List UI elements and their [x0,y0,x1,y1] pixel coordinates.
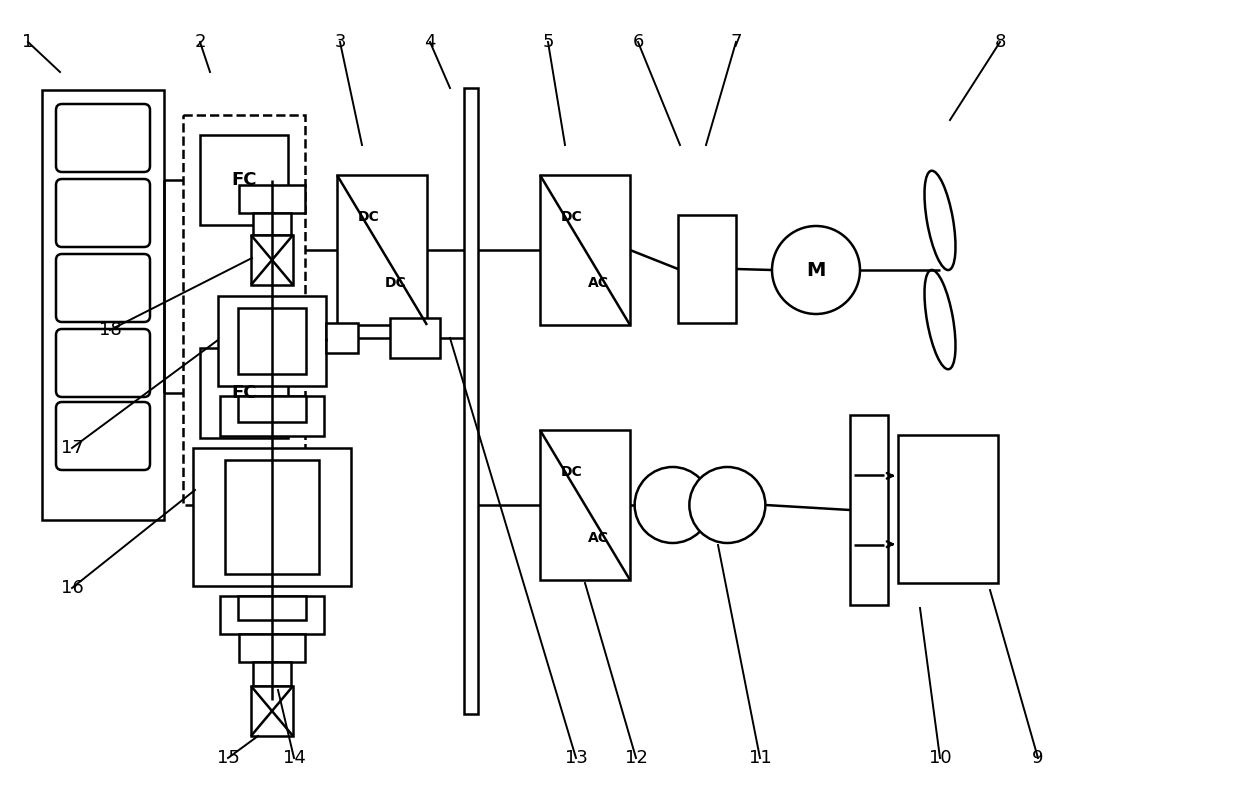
Bar [678,215,737,323]
Bar [239,185,305,213]
Text: 11: 11 [749,749,771,767]
Text: 12: 12 [625,749,647,767]
Text: 1: 1 [22,33,33,51]
Bar [539,175,630,325]
Text: 5: 5 [542,33,554,51]
Bar [250,235,293,285]
FancyBboxPatch shape [56,104,150,172]
Bar [253,662,291,686]
Circle shape [635,467,711,543]
Circle shape [773,226,861,314]
Bar [42,90,164,520]
Bar [193,448,351,586]
FancyBboxPatch shape [56,179,150,247]
Text: 6: 6 [632,33,644,51]
Text: FC: FC [231,384,257,402]
Text: AC: AC [588,276,609,290]
Bar [238,596,306,620]
Ellipse shape [925,171,956,270]
FancyBboxPatch shape [56,329,150,397]
Text: 14: 14 [283,749,305,767]
Bar [219,596,324,634]
Bar [464,88,477,714]
Text: 2: 2 [195,33,206,51]
Text: 9: 9 [1032,749,1044,767]
Bar [253,213,291,235]
Text: 18: 18 [99,321,122,339]
Bar [200,135,288,225]
Circle shape [689,467,765,543]
Text: DC: DC [560,465,583,479]
Bar [224,460,319,574]
Text: 8: 8 [994,33,1006,51]
Text: DC: DC [357,210,379,224]
Bar [337,175,427,325]
Bar [898,435,998,583]
Ellipse shape [925,270,956,369]
FancyBboxPatch shape [56,402,150,470]
Text: AC: AC [588,531,609,545]
Text: 17: 17 [61,439,83,457]
Bar [326,323,358,353]
Bar [539,430,630,580]
Text: M: M [806,260,826,280]
Bar [849,415,888,605]
Text: 16: 16 [61,579,83,597]
Text: 15: 15 [217,749,239,767]
Bar [391,318,440,358]
Bar [238,308,306,374]
Bar [184,115,305,505]
Bar [238,396,306,422]
Bar [200,348,288,438]
FancyBboxPatch shape [56,254,150,322]
Bar [250,686,293,736]
Text: 10: 10 [929,749,951,767]
Text: DC: DC [560,210,583,224]
Bar [218,296,326,386]
Text: FC: FC [231,171,257,189]
Text: 3: 3 [335,33,346,51]
Text: 4: 4 [424,33,435,51]
Text: DC: DC [384,276,407,290]
Text: 7: 7 [730,33,742,51]
Bar [239,634,305,662]
Text: 13: 13 [564,749,588,767]
Bar [219,396,324,436]
